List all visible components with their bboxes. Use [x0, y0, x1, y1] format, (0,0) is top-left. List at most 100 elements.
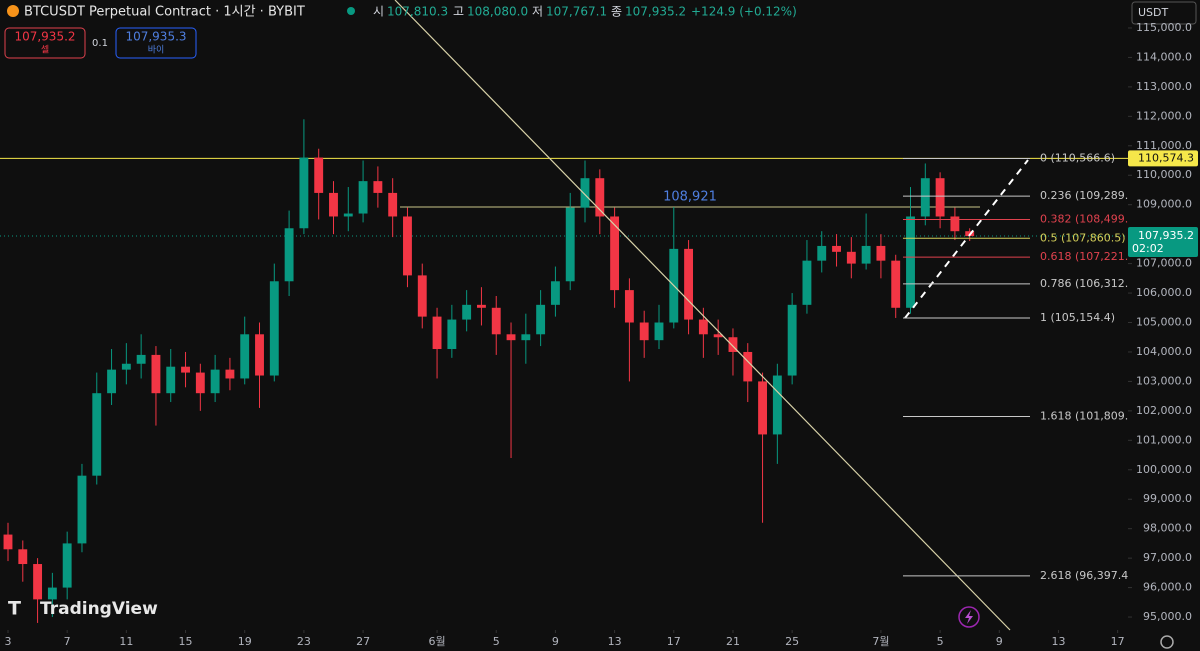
candle-body — [388, 192, 398, 217]
candle-body — [462, 304, 472, 320]
candle-body — [832, 245, 841, 252]
candle-body — [610, 216, 620, 291]
x-tick-label: 27 — [356, 635, 370, 648]
fib-label: 1.618 (101,809. — [1040, 409, 1128, 422]
logo: T — [8, 598, 21, 620]
candle-body — [906, 216, 915, 308]
candle-body — [772, 375, 782, 435]
candle-body — [565, 207, 575, 282]
ohlc-value: 107,810.3 — [387, 5, 448, 19]
fib-label: 0.618 (107,221. — [1040, 250, 1128, 263]
candle-body — [151, 354, 161, 394]
x-tick-label: 19 — [238, 635, 252, 648]
y-tick-label: 110,000.0 — [1136, 168, 1192, 181]
y-tick-label: 115,000.0 — [1136, 21, 1192, 34]
x-tick-label: 7 — [64, 635, 71, 648]
candle-body — [447, 319, 457, 350]
fib-label: 1 (105,154.4) — [1040, 311, 1115, 324]
x-tick-label: 13 — [1051, 635, 1065, 648]
currency: USDT — [1138, 6, 1169, 19]
candle-body — [935, 178, 945, 217]
candle-body — [861, 245, 871, 264]
x-tick-label: 7월 — [872, 635, 889, 648]
level-tag — [1128, 150, 1198, 167]
y-tick-label: 98,000.0 — [1143, 522, 1192, 535]
alert-bolt — [965, 610, 973, 624]
y-tick-label: 102,000.0 — [1136, 404, 1192, 417]
candle-body — [491, 307, 501, 335]
candle-body — [121, 363, 131, 370]
settings-icon[interactable] — [1160, 635, 1174, 649]
y-tick-label: 106,000.0 — [1136, 286, 1192, 299]
x-tick-label: 15 — [179, 635, 193, 648]
y-tick-label: 111,000.0 — [1136, 139, 1192, 152]
alert-icon[interactable] — [958, 606, 980, 628]
spread: 0.1 — [92, 38, 108, 49]
candle-body — [950, 216, 960, 232]
candle-body — [329, 192, 338, 217]
x-tick-label: 17 — [1111, 635, 1125, 648]
ohlc-label: 고 — [453, 5, 464, 19]
candle-body — [284, 228, 294, 282]
candle-body — [269, 281, 279, 376]
x-tick-label: 11 — [119, 635, 133, 648]
candle-body — [3, 534, 13, 550]
candle-body — [787, 304, 797, 376]
y-tick-label: 109,000.0 — [1136, 198, 1192, 211]
x-tick-label: 21 — [726, 635, 740, 648]
candle-body — [506, 334, 516, 341]
candle-body — [536, 304, 546, 335]
currency-button[interactable] — [1131, 1, 1197, 25]
ohlc-label: 종 — [611, 5, 622, 19]
candle-body — [876, 245, 886, 261]
y-tick-label: 105,000.0 — [1136, 316, 1192, 329]
x-tick-label: 9 — [552, 635, 559, 648]
logo-text: TradingView — [40, 599, 158, 619]
candle-body — [210, 369, 220, 394]
annotation-label: 108,921 — [663, 190, 717, 205]
candle-body — [728, 337, 738, 352]
candle-body — [550, 281, 560, 305]
buy-price: 107,935.3 — [125, 30, 186, 44]
x-tick-label: 5 — [493, 635, 500, 648]
candle-body — [107, 369, 116, 394]
x-tick-label: 23 — [297, 635, 311, 648]
candle-body — [624, 290, 634, 323]
candle-body — [373, 181, 383, 193]
candle-body — [713, 334, 723, 338]
x-tick-label: 17 — [667, 635, 681, 648]
candle-body — [92, 393, 102, 476]
candle-body — [758, 381, 767, 435]
candle-body — [166, 366, 176, 394]
symbol-title: BTCUSDT Perpetual Contract · 1시간 · BYBIT — [24, 5, 305, 20]
symbol-icon — [7, 5, 19, 17]
candle-body — [181, 366, 190, 373]
buy-label: 바이 — [148, 45, 165, 56]
candle-body — [18, 549, 28, 565]
candle-body — [33, 564, 43, 600]
ohlc-label: 시 — [373, 5, 384, 19]
y-tick-label: 101,000.0 — [1136, 433, 1192, 446]
candle-body — [136, 354, 146, 364]
candle-body — [595, 178, 605, 217]
fib-label: 0 (110,566.6) — [1040, 152, 1115, 165]
ohlc-value: 108,080.0 — [467, 5, 528, 19]
last-price-label: 107,935.2 — [1138, 229, 1194, 242]
buy-button[interactable] — [115, 27, 197, 59]
y-tick-label: 95,000.0 — [1143, 610, 1192, 623]
y-tick-label: 104,000.0 — [1136, 345, 1192, 358]
candle-body — [891, 260, 901, 308]
x-tick-label: 6월 — [428, 635, 445, 648]
candle-body — [225, 369, 235, 379]
fib-label: 0.786 (106,312. — [1040, 277, 1128, 290]
candle-body — [314, 157, 324, 193]
trend-line — [394, 0, 1011, 631]
y-tick-label: 114,000.0 — [1136, 50, 1192, 63]
candle-body — [684, 248, 694, 320]
candle-body — [255, 334, 264, 376]
candle-body — [477, 304, 486, 308]
sell-button[interactable] — [4, 27, 86, 59]
change: +124.9 (+0.12%) — [691, 5, 797, 19]
x-tick-label: 3 — [4, 635, 11, 648]
y-tick-label: 97,000.0 — [1143, 551, 1192, 564]
